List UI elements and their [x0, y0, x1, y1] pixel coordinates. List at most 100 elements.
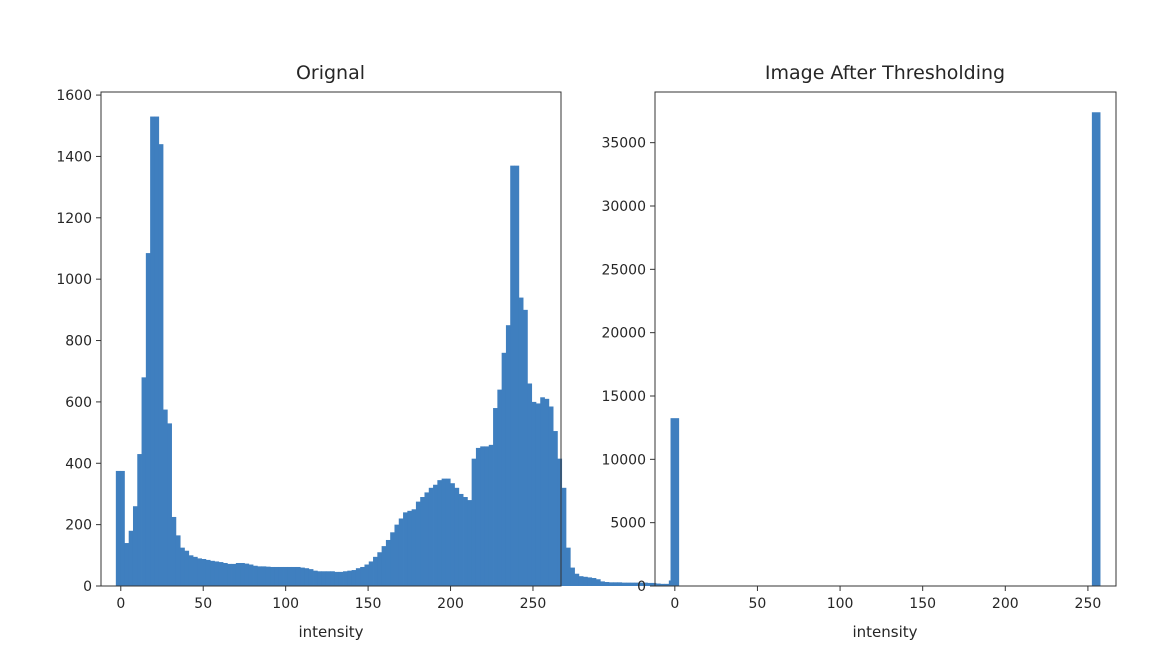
histogram-bar — [505, 325, 511, 586]
y-tick-label: 600 — [65, 395, 92, 411]
histogram-bar — [531, 401, 537, 586]
histogram-bar — [587, 577, 593, 586]
histogram-bar — [223, 562, 228, 586]
histogram-bar — [591, 578, 597, 586]
y-tick-label: 1200 — [56, 211, 92, 227]
histogram-bar — [128, 530, 134, 586]
histogram-bar — [188, 555, 194, 586]
y-tick-label: 30000 — [601, 199, 646, 215]
histogram-bar — [670, 418, 680, 586]
histogram-bar — [643, 582, 648, 586]
histogram-bar — [411, 509, 417, 586]
y-tick-label: 1600 — [56, 88, 92, 104]
histogram-bar — [523, 309, 528, 586]
y-tick-label: 35000 — [601, 136, 646, 152]
histogram-bar — [595, 579, 601, 586]
histogram-bar — [197, 558, 202, 586]
histogram-bar — [154, 116, 160, 587]
y-tick-label: 10000 — [601, 452, 646, 468]
histogram-bar — [403, 512, 408, 586]
histogram-bar — [557, 458, 563, 586]
histogram-bar — [377, 552, 383, 586]
histogram-bar — [583, 576, 588, 586]
histogram-bar — [630, 582, 635, 586]
histogram-bar — [527, 383, 533, 586]
histogram-bar — [437, 480, 443, 586]
histogram-bar — [373, 556, 378, 586]
y-tick-label: 25000 — [601, 262, 646, 278]
histogram-bar — [497, 389, 503, 586]
x-tick-label: 200 — [992, 596, 1019, 612]
histogram-thresholded: Image After Thresholding 0 50 100 150 200 250… — [601, 62, 1117, 641]
histogram-bar — [317, 571, 323, 586]
histogram-bar — [454, 487, 460, 586]
histogram-bar — [634, 582, 640, 586]
histogram-bar — [510, 165, 515, 586]
x-ticks-thresholded: 0 50 100 150 200 250 — [670, 586, 1101, 612]
histogram-bar — [265, 566, 271, 586]
y-tick-label: 800 — [65, 334, 92, 350]
histogram-bar — [544, 398, 550, 586]
y-tick-label: 5000 — [610, 516, 646, 532]
histogram-bar — [291, 566, 297, 586]
histogram-bar — [424, 492, 430, 586]
histogram-bar — [475, 447, 481, 586]
chart-title-thresholded: Image After Thresholding — [765, 62, 1005, 84]
histogram-bar — [278, 566, 284, 586]
histogram-bar — [132, 506, 138, 586]
x-tick-label: 50 — [194, 596, 212, 612]
histogram-bar — [330, 571, 335, 586]
histogram-bar — [150, 116, 155, 587]
chart-title-original: Orignal — [296, 62, 365, 84]
histogram-bar — [231, 563, 237, 586]
histogram-bar — [261, 566, 267, 586]
histogram-bar — [565, 547, 571, 586]
histogram-bar — [355, 568, 361, 586]
histogram-bar — [655, 583, 661, 586]
histogram-bar — [441, 478, 447, 586]
histogram-bar — [463, 497, 468, 586]
histogram-bar — [210, 560, 215, 586]
histogram-bar — [488, 444, 494, 586]
histogram-bar — [1091, 112, 1101, 587]
x-tick-label: 150 — [909, 596, 936, 612]
histogram-bar — [248, 564, 254, 586]
x-tick-label: 250 — [520, 596, 547, 612]
histogram-bar — [625, 582, 631, 586]
histogram-bar — [253, 565, 258, 586]
histogram-bar — [420, 497, 425, 586]
x-tick-label: 200 — [437, 596, 464, 612]
x-tick-label: 250 — [1075, 596, 1102, 612]
histogram-bar — [651, 582, 657, 586]
histogram-bar — [458, 493, 464, 586]
histogram-bar — [180, 547, 185, 586]
histogram-bar — [244, 563, 250, 586]
histogram-bar — [428, 487, 434, 586]
histogram-bar — [553, 431, 558, 586]
histogram-bar — [137, 454, 142, 586]
histogram-bar — [201, 558, 207, 586]
histogram-bar — [514, 165, 520, 586]
histogram-bar — [368, 561, 374, 586]
y-tick-label: 1400 — [56, 149, 92, 165]
histogram-bar — [214, 561, 220, 586]
histogram-bar — [621, 582, 627, 586]
histogram-bar — [227, 563, 232, 586]
histogram-bar — [205, 559, 211, 586]
axes-frame-thresholded — [654, 91, 1117, 587]
x-tick-label: 0 — [670, 596, 679, 612]
histogram-bar — [394, 524, 400, 586]
histogram-bar — [270, 566, 275, 586]
histogram-bar — [300, 567, 305, 586]
histogram-bar — [540, 397, 545, 586]
histogram-bar — [325, 571, 331, 586]
histogram-bar — [304, 568, 310, 586]
histogram-bar — [218, 562, 224, 586]
histogram-bar — [445, 478, 451, 586]
histogram-bar — [283, 566, 288, 586]
axes-frame-original — [100, 91, 562, 587]
histogram-bar — [124, 543, 130, 586]
histogram-bar — [660, 583, 665, 586]
histogram-bar — [385, 539, 391, 586]
histogram-bar — [390, 532, 395, 586]
